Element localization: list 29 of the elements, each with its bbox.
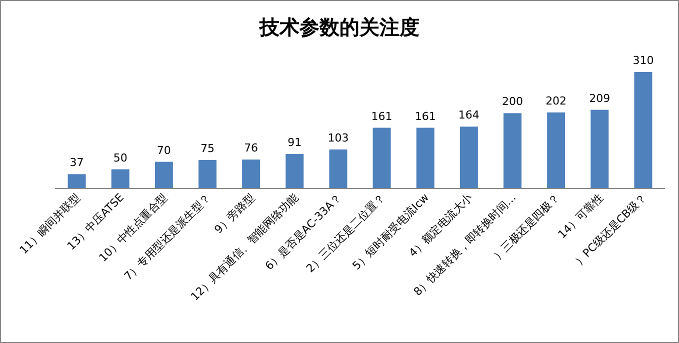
bar — [68, 174, 86, 188]
bar — [286, 154, 304, 188]
data-label: 37 — [70, 156, 84, 170]
data-label: 70 — [156, 144, 171, 157]
bar — [111, 169, 130, 188]
chart-title: 技术参数的关注度 — [258, 15, 420, 39]
data-label: 161 — [414, 110, 436, 123]
bar — [198, 160, 216, 188]
data-label: 50 — [113, 151, 128, 164]
bar — [242, 160, 260, 188]
bar — [547, 112, 566, 188]
data-label: 310 — [632, 54, 654, 67]
bar — [154, 162, 173, 188]
bar — [590, 110, 609, 188]
data-label: 209 — [589, 92, 610, 105]
bar — [372, 128, 391, 188]
data-label: 91 — [288, 136, 302, 149]
bar — [634, 72, 652, 188]
bar — [329, 149, 348, 188]
data-label: 75 — [200, 142, 214, 155]
data-label: 164 — [458, 108, 480, 122]
data-label: 202 — [546, 94, 567, 108]
bar — [416, 128, 434, 188]
bar — [460, 126, 478, 188]
data-label: 76 — [244, 142, 258, 155]
bar — [504, 113, 522, 188]
data-label: 161 — [371, 110, 392, 123]
data-label: 200 — [502, 95, 523, 108]
data-label: 103 — [328, 131, 349, 144]
